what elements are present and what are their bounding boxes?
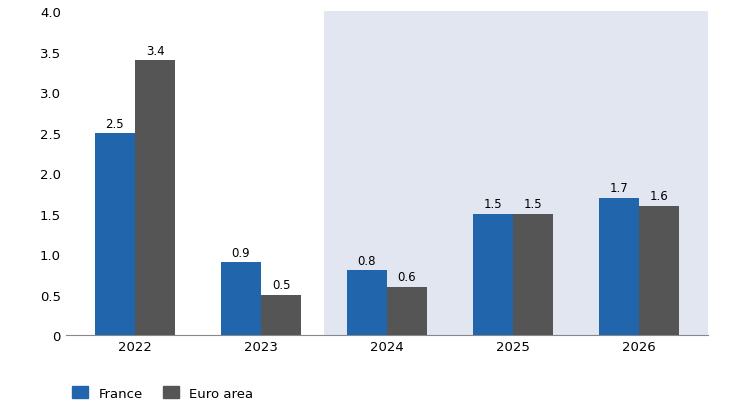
Bar: [324, 12, 708, 335]
Text: 2.5: 2.5: [106, 117, 124, 130]
Text: 0.6: 0.6: [398, 271, 416, 284]
Bar: [599, 198, 639, 335]
Bar: [261, 295, 301, 335]
Text: 1.6: 1.6: [650, 190, 669, 203]
Text: 0.5: 0.5: [272, 279, 291, 292]
Text: 1.7: 1.7: [610, 182, 628, 195]
Text: 3.4: 3.4: [146, 45, 164, 58]
Bar: [639, 206, 679, 335]
Text: 0.8: 0.8: [358, 254, 376, 267]
Text: 1.5: 1.5: [523, 198, 542, 211]
Bar: [472, 214, 513, 335]
Text: 0.9: 0.9: [231, 247, 250, 259]
Bar: [135, 61, 175, 335]
Text: 1.5: 1.5: [483, 198, 502, 211]
Bar: [387, 287, 427, 335]
Bar: [220, 263, 261, 335]
Bar: [513, 214, 553, 335]
Bar: [95, 133, 135, 335]
Legend: France, Euro area: France, Euro area: [72, 387, 253, 400]
Bar: [347, 271, 387, 335]
